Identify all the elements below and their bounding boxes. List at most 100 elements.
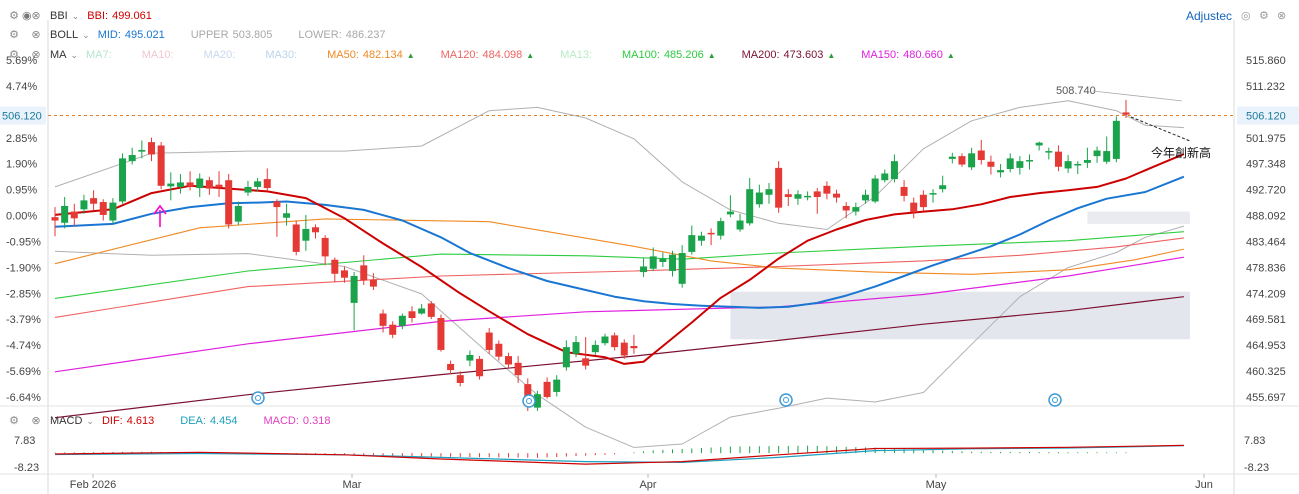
boll-legend-label: UPPER [190,29,229,41]
settings-icon[interactable]: ⚙ [9,415,19,427]
x-axis-label: Jun [1195,479,1213,491]
x-axis-label: Feb 2026 [70,479,116,491]
settings-icon[interactable]: ⚙ [9,49,19,61]
bbi-legend-row: ⚙ ⊗ BBI ⌄ BBI: 499.061 [0,8,178,24]
settings-icon[interactable]: ⚙ [9,29,19,41]
highlight-zone [730,291,1190,340]
ma-indicator-name[interactable]: MA [50,49,67,61]
candle-body [61,205,69,223]
candle-body [601,336,609,344]
event-marker-icon [251,391,265,405]
candle-body [813,191,821,198]
boll-lower-line [54,225,1185,448]
boll-upper-line [54,100,1184,230]
macd-legend-row: ⚙ ⊗ MACD ⌄ DIF: 4.613 DEA: 4.454 MACD: 0.318 [0,413,356,429]
macd-legend-value: 4.454 [209,415,238,427]
eye-icon[interactable]: ◉ [22,10,32,22]
bbi-legend-item: BBI: 499.061 [87,10,152,22]
settings-icon[interactable]: ⚙ [1259,10,1269,22]
candle-body [1026,160,1034,162]
candle-body [1122,112,1130,115]
candle-body [99,202,107,215]
boll-legend-value: 495.021 [124,29,165,41]
boll-legend-item: MID: 495.021 [98,29,165,41]
boll-legend-label: MID: [97,29,121,41]
candle-body [292,224,300,252]
candle-body [138,149,146,152]
settings-icon[interactable]: ⚙ [9,10,19,22]
close-icon[interactable]: ⊗ [31,29,41,41]
left-axis-tick-label: -3.79% [6,314,41,326]
candle-body [669,254,677,271]
bbi-legend-label: BBI: [87,10,109,22]
right-axis-tick-label: 488.092 [1246,211,1286,223]
ma-legend-item: MA13: [560,49,596,61]
macd-right-tick-label: 7.83 [1244,435,1265,447]
right-axis-tick-label: 474.209 [1246,288,1286,300]
candle-body [157,145,165,186]
candle-body [234,205,242,222]
ma-legend-item: MA10: [142,49,178,61]
candle-body [842,205,850,211]
close-icon[interactable]: ⊗ [1277,10,1287,22]
candle-body [707,232,715,235]
boll-legend-row: ⚙ ⊗ BOLL ⌄ MID: 495.021 UPPER 503.805 LOWER:… [0,27,412,43]
candle-body [784,194,792,198]
macd-indicator-name[interactable]: MACD [50,415,83,427]
close-icon[interactable]: ⊗ [31,49,41,61]
candle-body [485,332,493,350]
candle-body [302,228,310,241]
chevron-down-icon[interactable]: ⌄ [86,415,94,426]
right-axis-tick-label: 455.697 [1246,392,1286,404]
ma-legend-label: MA10: [141,49,174,61]
macd-dif-line [54,444,1184,465]
candle-body [746,189,754,224]
ma-legend-label: MA150: [861,49,900,61]
ma-legend-row: ⚙ ⊗ MA ⌄ MA7: MA10: MA20: MA30: MA50: 482.134… [0,47,981,63]
eye-icon[interactable]: ◎ [1241,10,1251,22]
ma-legend-value: 473.603 [783,49,824,61]
ma50-line [54,218,1185,275]
macd-left-tick-label: 7.83 [14,435,35,447]
candle-body [447,363,455,371]
candle-body [1035,142,1043,146]
ma-legend-label: MA13: [560,49,593,61]
close-icon[interactable]: ⊗ [31,415,41,427]
candle-body [1054,151,1062,167]
ma-legend-label: MA100: [622,49,660,61]
bbi-legend-value: 499.061 [112,10,152,22]
ma150-line [54,256,1184,373]
bbi-indicator-name[interactable]: BBI [50,10,68,22]
candle-body [1045,151,1053,153]
candle-body [70,211,78,219]
macd-legend-item: DEA: 4.454 [180,415,237,427]
chevron-down-icon[interactable]: ⌄ [70,49,79,60]
candle-body [881,173,889,181]
candle-body [765,189,773,195]
right-axis-tick-label: 511.232 [1246,81,1285,93]
candle-body [939,185,947,190]
adjusted-toggle[interactable]: Adjustec [1186,9,1233,23]
chevron-down-icon[interactable]: ⌄ [71,10,80,21]
event-marker-icon [1048,393,1062,407]
ma-legend-value: 482.134 [362,49,403,61]
chevron-down-icon[interactable]: ⌄ [82,29,90,40]
candle-body [147,142,155,155]
current-price-label: 506.120 [1246,111,1286,123]
candle-body [389,324,397,335]
boll-indicator-name[interactable]: BOLL [50,29,79,41]
ma-legend-item: MA20: [204,49,240,61]
ma-legend-item: MA50: 482.134 ▲ [327,49,414,61]
left-axis-tick-label: 4.74% [6,81,37,93]
close-icon[interactable]: ⊗ [31,10,41,22]
candle-body [948,156,956,159]
ma-legend-item: MA30: [265,49,301,61]
candle-body [1112,120,1120,159]
right-axis-tick-label: 478.836 [1246,262,1286,274]
left-axis-tick-label: -2.85% [6,288,41,300]
candle-body [167,183,175,187]
ma-legend-label: MA50: [327,49,359,61]
candle-body [205,180,213,189]
